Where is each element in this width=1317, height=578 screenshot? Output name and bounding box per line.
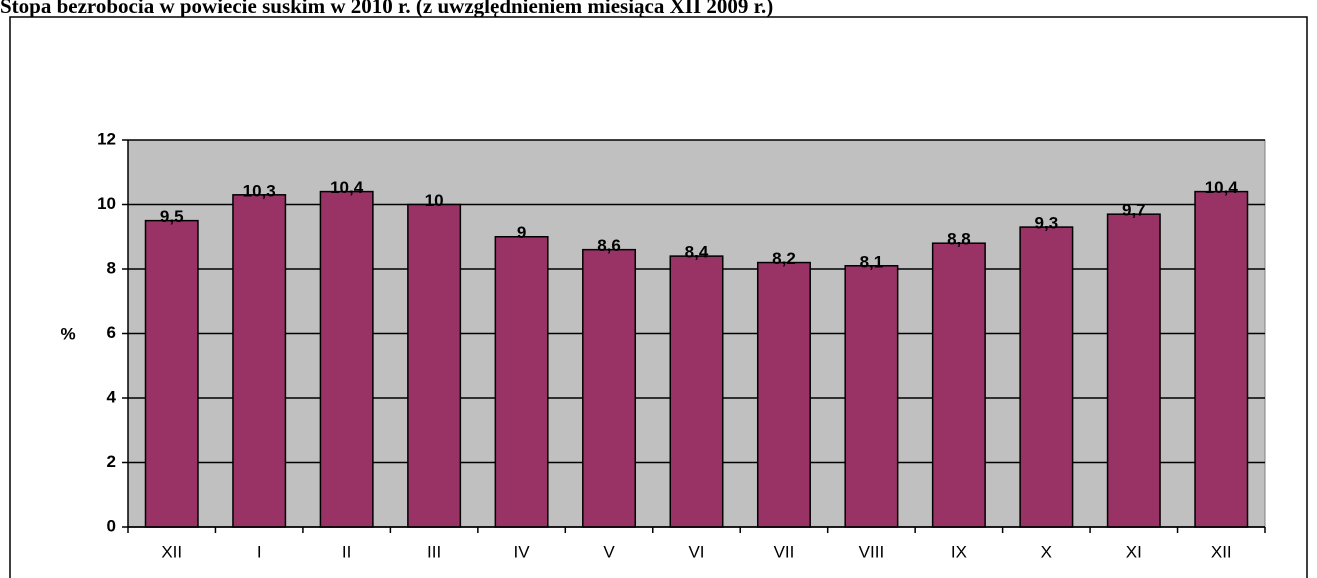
data-label: 10,4 (330, 178, 364, 197)
x-tick-label: XII (1211, 542, 1232, 561)
bar (931, 242, 986, 528)
x-tick-label: XII (161, 542, 182, 561)
y-tick-label: 4 (107, 387, 117, 406)
x-tick-label: II (342, 542, 351, 561)
data-label: 9,3 (1035, 214, 1059, 233)
data-label: 8,4 (685, 243, 709, 262)
y-axis-label: % (60, 324, 75, 343)
bar (407, 203, 462, 528)
bar (319, 190, 374, 528)
data-label: 9,5 (160, 207, 184, 226)
bar (756, 261, 811, 528)
chart-title: Stopa bezrobocia w powiecie suskim w 201… (0, 0, 773, 18)
data-label: 10,4 (1205, 178, 1239, 197)
y-tick-label: 2 (107, 452, 116, 471)
x-tick-label: IX (951, 542, 967, 561)
x-tick-label: I (257, 542, 262, 561)
data-label: 10,3 (243, 181, 276, 200)
data-label: 8,6 (597, 236, 621, 255)
bar (1194, 190, 1249, 528)
x-tick-label: V (603, 542, 615, 561)
x-tick-label: VII (774, 542, 795, 561)
x-tick-label: VI (688, 542, 704, 561)
bar (582, 248, 637, 528)
x-tick-label: III (427, 542, 441, 561)
data-label: 10 (425, 191, 444, 210)
data-label: 9 (517, 223, 526, 242)
x-tick-label: IV (514, 542, 531, 561)
bar (494, 236, 549, 528)
x-tick-label: XI (1126, 542, 1142, 561)
bar (144, 219, 199, 528)
x-tick-label: VIII (859, 542, 885, 561)
bar (1019, 226, 1074, 528)
y-tick-label: 12 (97, 129, 116, 148)
data-label: 8,1 (860, 252, 884, 271)
y-tick-label: 0 (107, 516, 116, 535)
bar (844, 265, 899, 528)
y-tick-label: 10 (97, 194, 116, 213)
bar (1106, 213, 1161, 528)
y-tick-label: 6 (107, 323, 116, 342)
bar (669, 255, 724, 528)
data-label: 8,8 (947, 230, 971, 249)
bar (232, 194, 287, 528)
data-label: 9,7 (1122, 201, 1146, 220)
x-tick-label: X (1041, 542, 1052, 561)
data-label: 8,2 (772, 249, 796, 268)
y-tick-label: 8 (107, 258, 116, 277)
